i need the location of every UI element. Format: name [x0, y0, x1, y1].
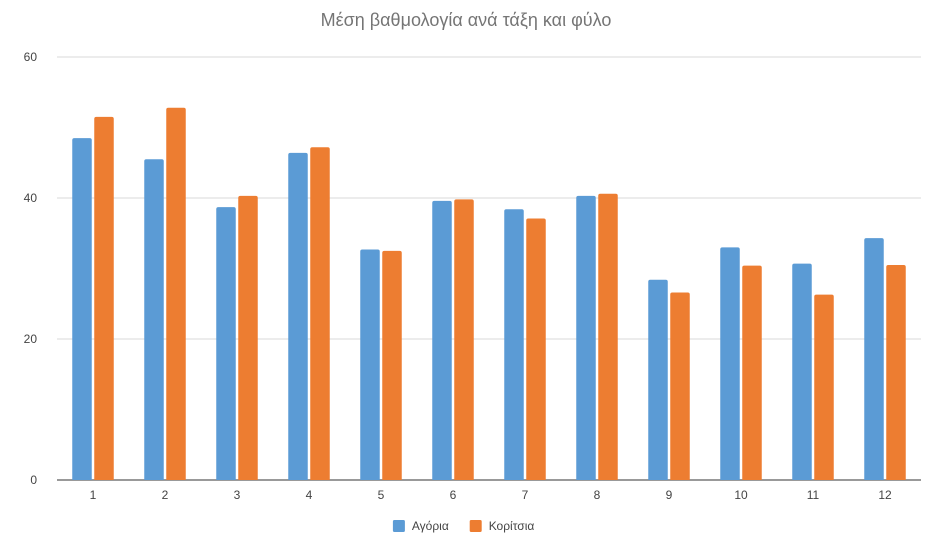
x-tick-label: 10 — [734, 488, 748, 502]
x-tick-label: 6 — [450, 488, 457, 502]
x-tick-label: 2 — [162, 488, 169, 502]
bar-girls-12[interactable] — [886, 264, 906, 480]
bars — [72, 107, 906, 481]
bar-boys-10[interactable] — [720, 247, 740, 480]
x-tick-label: 5 — [378, 488, 385, 502]
bar-girls-4[interactable] — [310, 147, 330, 481]
bar-girls-10[interactable] — [742, 265, 762, 480]
legend-label: Αγόρια — [412, 519, 449, 533]
chart-title: Μέση βαθμολογία ανά τάξη και φύλο — [321, 10, 612, 30]
bar-boys-11[interactable] — [792, 263, 812, 480]
bar-boys-5[interactable] — [360, 249, 380, 480]
bar-girls-1[interactable] — [94, 116, 114, 481]
x-tick-label: 8 — [594, 488, 601, 502]
x-tick-label: 11 — [807, 488, 820, 502]
bar-boys-8[interactable] — [576, 195, 596, 480]
x-tick-label: 3 — [234, 488, 241, 502]
legend-swatch — [469, 520, 482, 532]
bar-girls-9[interactable] — [670, 292, 690, 480]
legend[interactable]: Αγόρια Κορίτσια — [392, 519, 535, 533]
x-tick-label: 4 — [306, 488, 313, 502]
y-tick-label: 0 — [30, 473, 37, 487]
bar-girls-5[interactable] — [382, 250, 402, 480]
x-tick-label: 9 — [666, 488, 673, 502]
bar-girls-11[interactable] — [814, 294, 834, 480]
legend-label: Κορίτσια — [489, 519, 535, 533]
bar-boys-1[interactable] — [72, 138, 92, 480]
bar-girls-7[interactable] — [526, 218, 546, 480]
bar-boys-4[interactable] — [288, 152, 308, 480]
x-tick-label: 7 — [522, 488, 529, 502]
bar-boys-3[interactable] — [216, 207, 236, 481]
legend-item[interactable]: Αγόρια — [392, 519, 449, 533]
y-tick-label: 60 — [24, 50, 38, 64]
legend-swatch — [392, 520, 405, 532]
bar-girls-2[interactable] — [166, 107, 186, 480]
x-axis-ticks: 1 2 3 4 5 6 7 8 9 10 11 12 — [90, 488, 892, 502]
x-tick-label: 12 — [878, 488, 892, 502]
bar-girls-3[interactable] — [238, 195, 258, 480]
y-tick-label: 40 — [24, 191, 38, 205]
bar-boys-7[interactable] — [504, 209, 524, 480]
bar-boys-9[interactable] — [648, 279, 668, 480]
y-tick-label: 20 — [24, 332, 38, 346]
bar-boys-2[interactable] — [144, 159, 164, 480]
legend-item[interactable]: Κορίτσια — [469, 519, 535, 533]
y-axis-ticks: 0 20 40 60 — [24, 50, 38, 487]
bar-girls-6[interactable] — [454, 199, 474, 480]
bar-boys-12[interactable] — [864, 238, 884, 480]
gridlines — [57, 56, 921, 481]
bar-boys-6[interactable] — [432, 200, 452, 480]
x-tick-label: 1 — [90, 488, 97, 502]
bar-girls-8[interactable] — [598, 193, 618, 480]
